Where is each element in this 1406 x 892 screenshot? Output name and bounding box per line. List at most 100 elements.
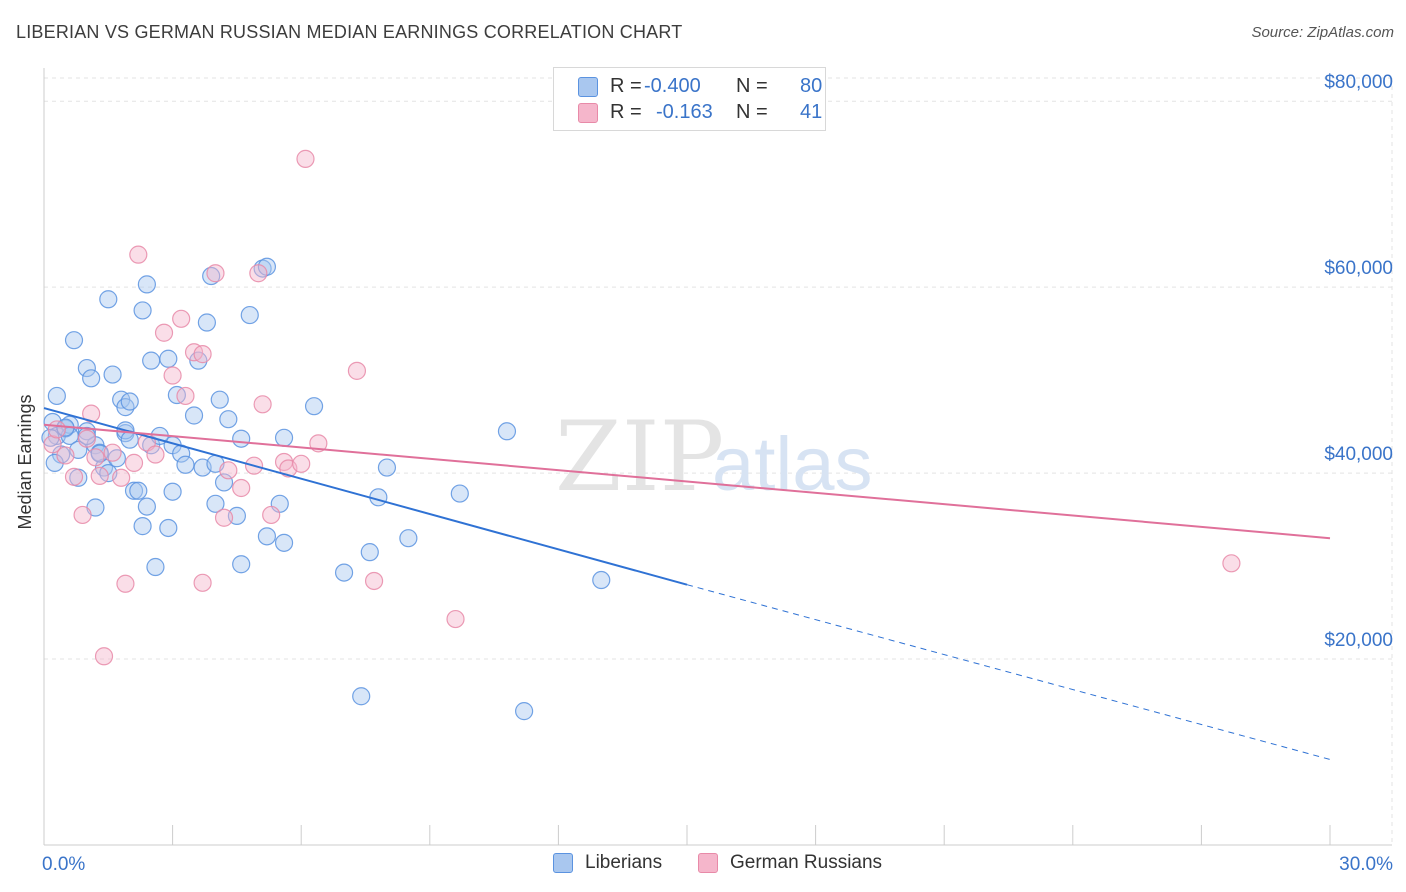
german-russians-point [172, 309, 191, 328]
liberians-point [219, 410, 238, 429]
german-russians-point [214, 508, 234, 527]
liberians-point [133, 301, 152, 320]
german-russians-point [253, 395, 272, 414]
liberians-point [592, 570, 611, 590]
trend-lines [43, 407, 1331, 760]
german-russians-point [446, 609, 465, 629]
legend-swatch-german-russians [578, 103, 598, 123]
liberians-point [450, 484, 469, 503]
data-points [41, 149, 1241, 721]
liberians-point [137, 275, 156, 294]
german-russians-point [249, 264, 268, 283]
german-russians-point [47, 420, 66, 439]
chart-title: LIBERIAN VS GERMAN RUSSIAN MEDIAN EARNIN… [16, 22, 683, 42]
liberians-point [274, 428, 294, 447]
watermark-atlas: atlas [712, 422, 873, 507]
liberians-point [45, 453, 64, 472]
legend-label: Liberians [585, 852, 663, 873]
german-russians-point [364, 571, 384, 591]
liberians-point [197, 313, 216, 332]
liberians-point [360, 543, 379, 562]
german-russians-point [154, 323, 174, 342]
liberians-point [146, 557, 165, 577]
liberians-point [399, 529, 418, 548]
liberians-point [47, 386, 66, 406]
german-russians-point [193, 345, 212, 364]
source-label: Source: ZipAtlas.com [1251, 24, 1394, 41]
legend-n-value: 41 [800, 101, 823, 123]
legend-n-value: 80 [800, 75, 823, 97]
german-russians-point [82, 404, 101, 423]
y-tick-label: $40,000 [1324, 444, 1393, 465]
german-russians-point [116, 574, 135, 593]
liberians-point [304, 397, 324, 416]
german-russians-point [90, 466, 109, 486]
liberians-point [163, 482, 182, 501]
legend-r-label: R = [610, 75, 642, 97]
legend-r-value: -0.163 [656, 101, 713, 123]
german-russians-point [112, 468, 131, 487]
liberians-point [142, 351, 161, 370]
german-russians-point [232, 478, 251, 498]
liberians-point [334, 563, 354, 582]
german-russians-point [219, 461, 238, 480]
legend-label: German Russians [730, 852, 883, 873]
liberians-point [377, 458, 397, 477]
liberians-point [82, 369, 101, 388]
liberians-point [159, 349, 178, 368]
watermark-zip: ZIP [555, 401, 724, 513]
legend-swatch-liberians [553, 853, 573, 873]
german-russians-point [292, 454, 311, 473]
liberians-point [232, 555, 251, 574]
german-russians-point [73, 505, 92, 525]
liberians-trend-extension [686, 584, 1331, 760]
legend-r-value: -0.400 [644, 75, 701, 97]
liberians-point [133, 517, 152, 536]
german-russians-point [124, 453, 144, 472]
liberians-point [77, 422, 96, 441]
liberians-point [137, 497, 156, 516]
liberians-point [99, 290, 118, 309]
axes [43, 68, 1392, 846]
german-russians-point [176, 386, 195, 406]
german-russians-point [347, 361, 367, 380]
liberians-point [159, 518, 178, 538]
liberians-point [64, 331, 84, 350]
german-russians-point [43, 435, 62, 454]
y-axis-label: Median Earnings [15, 394, 35, 529]
german-russians-point [64, 467, 84, 486]
german-russians-point [146, 445, 165, 464]
liberians-point [103, 365, 122, 384]
legend-swatch-german-russians [698, 853, 718, 873]
y-tick-label: $20,000 [1324, 630, 1393, 651]
legend-n-label: N = [736, 75, 768, 97]
liberians-point [274, 533, 294, 552]
german-russians-point [56, 446, 75, 465]
german-russians-point [77, 429, 96, 448]
german-russians-point [193, 573, 212, 592]
german-russians-point [206, 264, 225, 283]
german-russians-point [129, 245, 148, 264]
liberians-point [214, 473, 234, 492]
liberians-point [120, 392, 139, 411]
liberians-point [176, 455, 195, 474]
x-tick-label: 0.0% [42, 854, 85, 875]
liberians-point [240, 305, 259, 325]
liberians-point [206, 494, 225, 513]
liberians-point [124, 481, 144, 500]
liberians-point [210, 390, 229, 409]
correlation-legend: R = -0.400 N = 80 R = -0.163 N = 41 [553, 67, 826, 131]
liberians-trend-line [43, 407, 688, 586]
liberians-point [77, 358, 96, 378]
german-russians-point [94, 647, 114, 666]
liberians-point [184, 406, 204, 425]
liberians-point [232, 429, 251, 448]
y-tick-label: $80,000 [1324, 72, 1393, 93]
german-russians-trend-line [43, 423, 1331, 540]
x-tick-label: 30.0% [1339, 854, 1393, 875]
german-russians-point [103, 443, 122, 462]
german-russians-point [163, 366, 182, 385]
german-russians-point [86, 448, 105, 467]
axis-labels: $20,000 $40,000 $60,000 $80,000 0.0% 30.0% Med… [15, 72, 1393, 875]
